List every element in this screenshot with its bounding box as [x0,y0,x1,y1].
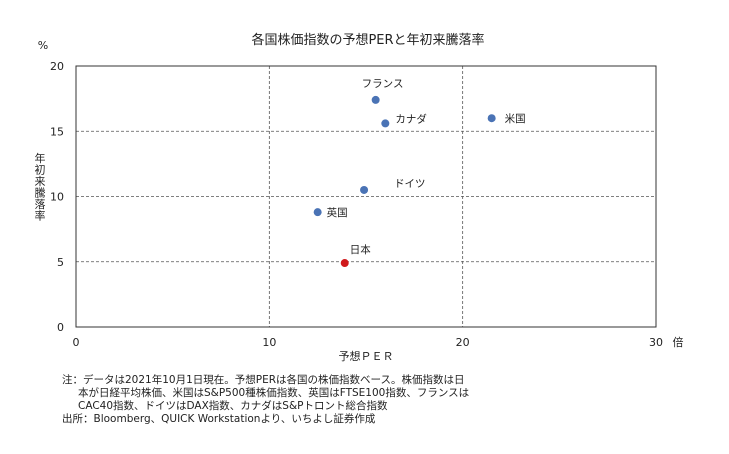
source-line: 出所：Bloomberg、QUICK Workstationより、いちよし証券作… [62,413,376,425]
data-point [313,208,322,217]
y-unit-label: % [38,39,48,52]
data-point [360,185,369,194]
y-tick-label: 0 [57,321,64,334]
point-label: カナダ [395,112,427,125]
data-point [487,114,496,123]
y-axis-label: 年初来騰落率 [35,151,46,223]
point-label: 日本 [350,243,371,256]
note-line-3: CAC40指数、ドイツはDAX指数、カナダはS&Pトロント総合指数 [78,400,388,412]
data-point [381,119,390,128]
x-tick-label: 20 [456,336,470,349]
notes: 注：データは2021年10月1日現在。予想PERは各国の株価指数ベース。株価指数… [62,374,722,426]
data-point [340,259,349,268]
point-label: 英国 [327,206,348,219]
data-point [371,95,380,104]
point-label: フランス [362,78,404,90]
point-label: 米国 [505,112,526,125]
note-line-2: 本が日経平均株価、米国はS&P500種株価指数、英国はFTSE100指数、フラン… [78,387,470,399]
x-tick-label: 0 [73,336,80,349]
x-unit-label: 倍 [673,335,684,349]
y-tick-label: 10 [50,191,64,204]
plot-frame [75,65,657,328]
point-label: ドイツ [394,178,426,190]
y-tick-label: 15 [50,125,64,138]
x-axis-label: 予想ＰＥＲ [339,349,394,363]
x-tick-label: 10 [262,336,276,349]
y-tick-label: 20 [50,60,64,73]
y-tick-label: 5 [57,256,64,269]
x-tick-label: 30 [649,336,663,349]
chart-title: 各国株価指数の予想PERと年初来騰落率 [251,32,484,48]
note-line-1: 注：データは2021年10月1日現在。予想PERは各国の株価指数ベース。株価指数… [62,374,465,386]
